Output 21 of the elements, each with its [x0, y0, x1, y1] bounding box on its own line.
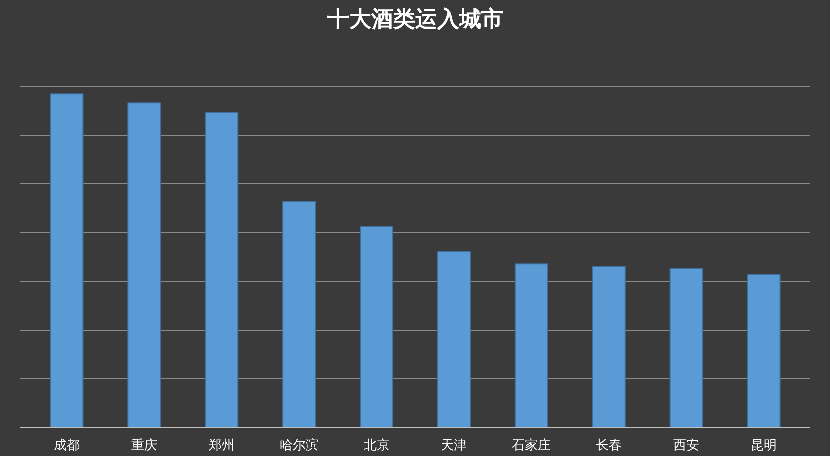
bar: [128, 102, 162, 428]
x-tick-label: 天津: [441, 438, 468, 454]
bar: [747, 274, 781, 428]
chart-title: 十大酒类运入城市: [326, 6, 504, 32]
x-tick-label: 郑州: [208, 438, 235, 454]
x-tick-label: 长春: [596, 438, 622, 454]
bar: [592, 266, 626, 428]
x-tick-label: 石家庄: [512, 438, 552, 454]
bar: [50, 94, 84, 428]
bar: [205, 112, 239, 428]
bar: [282, 201, 316, 428]
bar: [670, 268, 704, 428]
bar: [514, 264, 548, 428]
x-tick-label: 北京: [364, 438, 390, 454]
bar: [437, 251, 471, 428]
x-tick-label: 昆明: [751, 438, 778, 454]
x-tick-label: 成都: [54, 438, 80, 454]
x-tick-label: 西安: [674, 438, 700, 454]
bar: [360, 226, 394, 428]
x-tick-label: 重庆: [131, 438, 158, 454]
x-tick-label: 哈尔滨: [280, 438, 319, 454]
